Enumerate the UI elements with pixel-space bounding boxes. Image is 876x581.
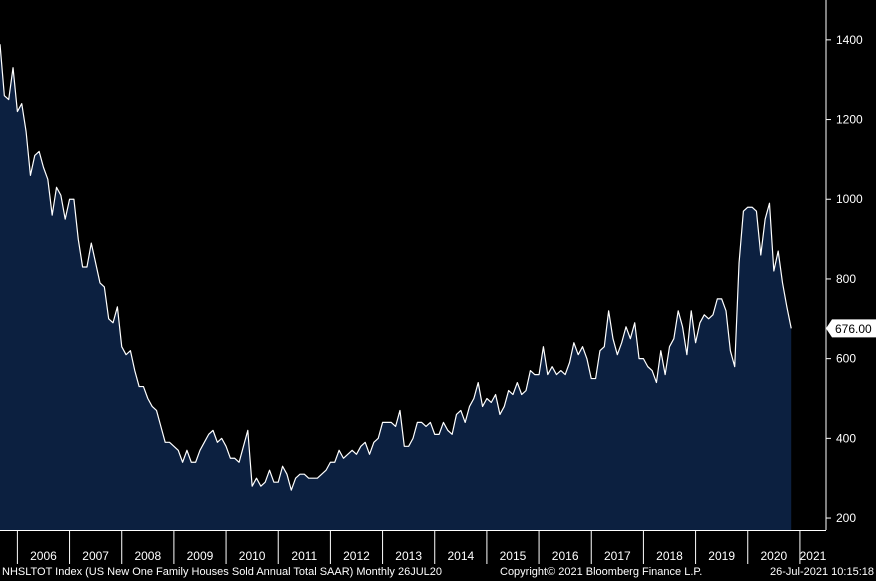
y-tick-label: 200 bbox=[836, 511, 856, 525]
x-tick-label: 2010 bbox=[239, 549, 266, 563]
last-value-tag bbox=[826, 319, 876, 338]
y-tick-label: 1000 bbox=[836, 192, 863, 206]
x-tick-label: 2008 bbox=[134, 549, 161, 563]
y-tick-label: 1200 bbox=[836, 113, 863, 127]
x-tick-label: 2007 bbox=[82, 549, 109, 563]
tick-labels: 200 400 600 800 1000 1200 1400 2006 2007 2008 2009… bbox=[30, 33, 876, 563]
footer-copyright: Copyright© 2021 Bloomberg Finance L.P. bbox=[500, 566, 703, 578]
series-line bbox=[0, 44, 792, 491]
footer-series-description: NHSLTOT Index (US New One Family Houses … bbox=[2, 566, 442, 578]
x-tick-label: 2020 bbox=[760, 549, 787, 563]
x-tick-label: 2014 bbox=[447, 549, 474, 563]
x-tick-label: 2017 bbox=[604, 549, 631, 563]
chart: 200 400 600 800 1000 1200 1400 2006 2007 2008 2009… bbox=[0, 0, 876, 564]
last-value-label: 676.00 bbox=[835, 322, 872, 336]
x-tick-label: 2018 bbox=[656, 549, 683, 563]
x-tick-label: 2011 bbox=[291, 549, 317, 563]
y-tick-label: 1400 bbox=[836, 33, 863, 47]
x-tick-label: 2012 bbox=[343, 549, 370, 563]
axes bbox=[0, 0, 831, 564]
x-tick-label: 2006 bbox=[30, 549, 57, 563]
footer: NHSLTOT Index (US New One Family Houses … bbox=[0, 564, 876, 581]
x-tick-label: 2015 bbox=[500, 549, 527, 563]
x-tick-label: 2019 bbox=[708, 549, 735, 563]
plot-area bbox=[0, 44, 792, 530]
footer-timestamp: 26-Jul-2021 10:15:18 bbox=[770, 566, 874, 578]
y-tick-label: 600 bbox=[836, 352, 856, 366]
x-tick-label: 2013 bbox=[395, 549, 422, 563]
y-tick-label: 400 bbox=[836, 431, 856, 445]
x-tick-label: 2016 bbox=[552, 549, 579, 563]
series-area bbox=[0, 44, 792, 530]
y-tick-label: 800 bbox=[836, 272, 856, 286]
x-tick-label: 2009 bbox=[187, 549, 214, 563]
x-tick-label: 2021 bbox=[800, 549, 827, 563]
